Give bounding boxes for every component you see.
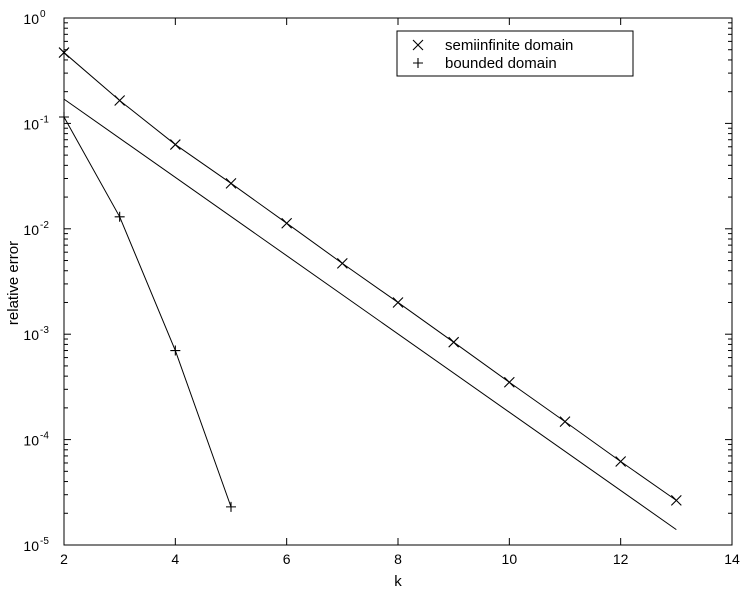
data-point-marker — [559, 416, 571, 428]
y-tick-label: 10 — [23, 116, 39, 132]
series-group — [58, 47, 682, 531]
x-tick-label: 10 — [502, 551, 518, 567]
data-point-marker — [58, 47, 70, 58]
y-tick-exponent: -3 — [40, 325, 49, 336]
x-tick-label: 8 — [394, 551, 402, 567]
data-point-marker — [114, 211, 125, 222]
y-tick-label: 10 — [23, 433, 39, 449]
y-tick-exponent: -2 — [40, 220, 49, 231]
y-tick-exponent: -1 — [40, 114, 49, 125]
data-point-marker — [281, 217, 293, 229]
data-point-marker — [59, 112, 69, 123]
y-tick-label: 10 — [23, 11, 39, 27]
data-point-marker — [670, 495, 682, 506]
legend-marker-x-shape — [412, 39, 424, 51]
x-tick-label: 4 — [171, 551, 179, 567]
plot-frame — [63, 17, 733, 546]
legend: semiinfinite domain bounded domain — [396, 30, 634, 77]
legend-marker-semiinfinite — [412, 39, 424, 51]
data-point-marker — [170, 345, 181, 356]
series-line-2 — [63, 98, 677, 531]
legend-marker-plus-shape — [413, 58, 423, 68]
x-axis-title: k — [394, 573, 402, 590]
data-point-marker — [503, 376, 515, 388]
legend-label-semiinfinite: semiinfinite domain — [445, 37, 573, 54]
plot-frame-group — [63, 17, 733, 546]
data-point-marker — [226, 501, 236, 512]
legend-marker-bounded — [413, 58, 423, 68]
data-point-marker — [336, 257, 348, 269]
data-point-marker — [114, 95, 126, 106]
y-tick-exponent: -5 — [40, 536, 49, 547]
x-tick-label: 12 — [613, 551, 629, 567]
y-axis-title: relative error — [5, 241, 22, 325]
data-point-marker — [448, 336, 460, 348]
data-point-marker — [392, 297, 404, 308]
series-line-bounded-domain — [63, 116, 232, 508]
x-tick-label: 6 — [283, 551, 291, 567]
y-tick-label: 10 — [23, 538, 39, 554]
y-tick-label: 10 — [23, 222, 39, 238]
y-tick-label: 10 — [23, 327, 39, 343]
data-point-marker — [615, 456, 627, 467]
legend-label-bounded: bounded domain — [445, 55, 557, 72]
series-line-semiinfinite-domain — [63, 52, 677, 501]
y-tick-exponent: -4 — [40, 431, 49, 442]
legend-box — [396, 30, 634, 77]
x-tick-label: 14 — [724, 551, 740, 567]
data-point-marker — [225, 177, 237, 189]
y-tick-exponent: 0 — [40, 9, 46, 20]
x-tick-label: 2 — [60, 551, 68, 567]
data-point-marker — [169, 139, 181, 150]
